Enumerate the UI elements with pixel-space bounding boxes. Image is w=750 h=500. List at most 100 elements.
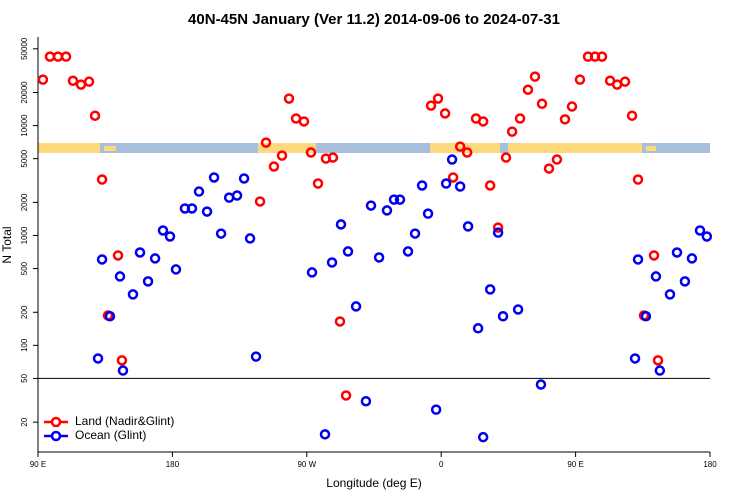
legend-marker [50, 430, 62, 442]
point [360, 395, 372, 407]
point [67, 75, 79, 86]
y-tick-label: 10000 [20, 114, 29, 137]
point [472, 323, 484, 334]
point [244, 233, 256, 244]
point [432, 93, 444, 104]
chart-title: 40N-45N January (Ver 11.2) 2014-09-06 to… [188, 11, 560, 28]
point [686, 253, 698, 264]
point [640, 310, 652, 322]
point [650, 271, 662, 282]
point [96, 254, 108, 265]
point [626, 110, 638, 121]
point [112, 250, 124, 261]
point [500, 152, 512, 163]
point [701, 231, 713, 242]
point [596, 51, 608, 62]
point [648, 250, 660, 261]
y-tick-label: 500 [20, 261, 29, 275]
point [298, 116, 310, 127]
y-tick-label: 20 [20, 417, 29, 426]
point [312, 178, 324, 189]
point [461, 147, 473, 158]
point [454, 141, 466, 152]
point [619, 76, 631, 87]
point [373, 252, 385, 263]
point [484, 180, 496, 191]
legend-label: Ocean (Glint) [75, 428, 146, 442]
point [652, 355, 664, 366]
point [512, 304, 524, 315]
point [170, 264, 182, 275]
y-tick-label: 200 [20, 305, 29, 319]
point [340, 390, 352, 401]
point [440, 178, 452, 189]
y-tick-label: 20000 [20, 81, 29, 104]
x-tick-label: 180 [703, 460, 717, 469]
point [117, 365, 129, 376]
point [497, 310, 509, 322]
point [327, 152, 339, 163]
y-tick-label: 50000 [20, 37, 29, 60]
y-tick-label: 5000 [20, 149, 29, 167]
land-band [646, 146, 656, 151]
land-band [258, 143, 316, 153]
point [350, 301, 362, 312]
land-band [38, 143, 100, 153]
point [44, 51, 56, 62]
point [425, 100, 437, 111]
point [83, 76, 95, 87]
point [629, 353, 641, 364]
x-tick-label: 90 E [30, 460, 46, 469]
point [574, 74, 586, 85]
point [335, 219, 347, 230]
point [394, 194, 406, 205]
legend-label: Land (Nadir&Glint) [75, 414, 174, 428]
point [127, 289, 139, 300]
point [514, 113, 526, 124]
x-tick-label: 90 W [297, 460, 316, 469]
x-axis-title: Longitude (deg E) [326, 476, 421, 490]
point [477, 431, 489, 443]
point [250, 351, 262, 362]
point [559, 114, 571, 125]
point [96, 174, 108, 185]
point [529, 71, 541, 82]
point [114, 271, 126, 282]
point [268, 161, 280, 172]
point [506, 126, 518, 137]
point [260, 137, 272, 148]
point [283, 93, 295, 104]
point [208, 172, 220, 183]
point [319, 429, 331, 440]
point [92, 353, 104, 364]
point [430, 404, 442, 415]
point [215, 228, 227, 239]
y-tick-label: 100 [20, 338, 29, 352]
point [193, 186, 205, 197]
point [462, 221, 474, 232]
point [422, 208, 434, 219]
y-tick-label: 1000 [20, 226, 29, 244]
point [365, 200, 377, 211]
y-tick-label: 50 [20, 373, 29, 382]
point [276, 150, 288, 161]
point [522, 84, 534, 95]
point [439, 108, 451, 119]
point [492, 222, 504, 233]
point [306, 267, 318, 278]
point [416, 180, 428, 191]
x-tick-label: 90 E [567, 460, 583, 469]
point [254, 196, 266, 207]
legend-marker [50, 416, 62, 428]
point [536, 98, 548, 110]
point [37, 74, 49, 85]
point [116, 355, 128, 366]
point [484, 284, 496, 295]
point [664, 289, 676, 300]
point [632, 174, 644, 185]
point [454, 181, 466, 192]
point [447, 172, 459, 183]
land-band [508, 143, 642, 153]
point [186, 203, 198, 214]
